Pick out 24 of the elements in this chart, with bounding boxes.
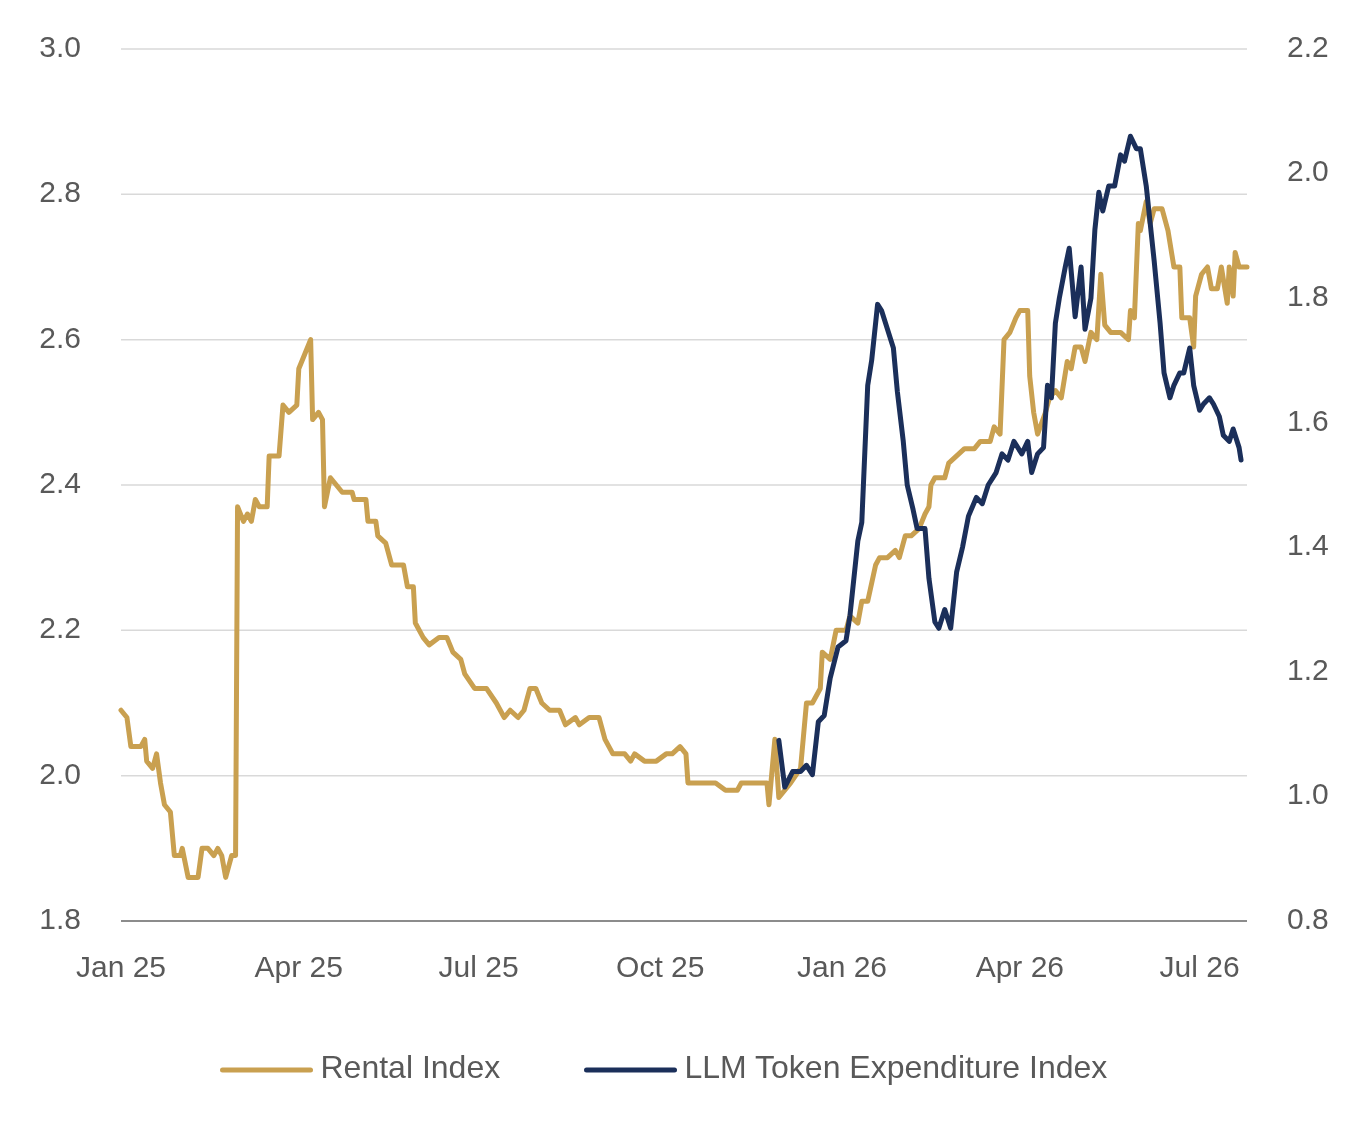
y-tick-label: 1.8	[39, 901, 81, 935]
y-tick-label: 2.4	[39, 465, 81, 499]
y2-tick-label: 2.0	[1287, 154, 1329, 188]
y-tick-label: 2.6	[39, 320, 81, 354]
legend-label: LLM Token Expenditure Index	[684, 1049, 1108, 1086]
x-tick-label: Oct 25	[616, 950, 705, 983]
y2-tick-label: 1.6	[1287, 403, 1329, 437]
x-tick-label: Apr 25	[254, 950, 343, 983]
y2-tick-label: 1.4	[1287, 528, 1329, 562]
x-tick-label: Jul 26	[1159, 950, 1240, 983]
y-tick-label: 2.2	[39, 611, 81, 645]
x-tick-label: Jul 25	[438, 950, 519, 983]
y2-tick-label: 1.2	[1287, 652, 1329, 686]
x-tick-label: Jan 26	[797, 950, 888, 983]
y-tick-label: 2.0	[39, 756, 81, 790]
x-tick-label: Jan 25	[75, 950, 167, 983]
y2-tick-label: 1.8	[1287, 279, 1329, 313]
y-tick-label: 2.8	[39, 175, 81, 209]
legend-label: Rental Index	[320, 1049, 501, 1086]
x-tick-label: Apr 26	[975, 950, 1065, 983]
y2-tick-label: 1.0	[1287, 777, 1329, 811]
y2-tick-label: 0.8	[1287, 901, 1329, 935]
y-tick-label: 3.0	[39, 29, 81, 63]
y2-tick-label: 2.2	[1287, 29, 1329, 63]
